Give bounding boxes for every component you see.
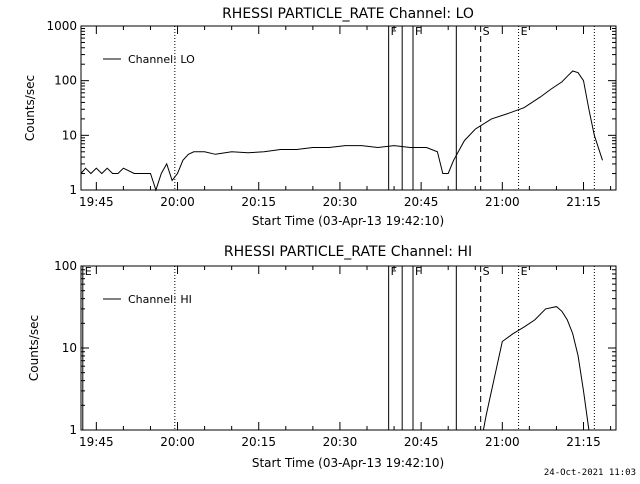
legend-label: Channel: HI (128, 293, 192, 306)
event-marker-label: F (415, 265, 421, 278)
event-marker-label: E (85, 265, 92, 278)
x-tick-label: 20:30 (323, 195, 358, 209)
x-tick-label: 20:15 (241, 435, 276, 449)
x-tick-label: 20:00 (160, 435, 195, 449)
legend: Channel: LO (103, 53, 195, 66)
event-marker-label: F (415, 25, 421, 38)
event-marker-label: S (483, 265, 490, 278)
plot-frame (80, 25, 617, 191)
print-timestamp: 24-Oct-2021 11:03 (543, 468, 636, 478)
series-line (482, 306, 590, 431)
panel-hi: RHESSI PARTICLE_RATE Channel: HI Counts/… (27, 244, 617, 470)
y-tick-label: 100 (54, 74, 77, 88)
y-tick-label: 100 (54, 259, 77, 273)
event-marker-label: E (521, 25, 528, 38)
x-tick-label: 19:45 (79, 435, 114, 449)
y-axis-label: Counts/sec (27, 315, 41, 381)
event-marker-label: F (391, 25, 397, 38)
chart-title: RHESSI PARTICLE_RATE Channel: LO (222, 6, 474, 22)
y-tick-label: 10 (62, 341, 77, 355)
chart-title: RHESSI PARTICLE_RATE Channel: HI (224, 244, 472, 260)
x-tick-label: 19:45 (79, 195, 114, 209)
x-axis-label: Start Time (03-Apr-13 19:42:10) (252, 456, 444, 470)
legend-label: Channel: LO (128, 53, 195, 66)
y-tick-label: 1 (69, 423, 77, 437)
event-marker-label: E (521, 265, 528, 278)
x-tick-label: 20:45 (404, 195, 439, 209)
x-tick-label: 21:00 (485, 435, 520, 449)
x-tick-label: 20:15 (241, 195, 276, 209)
y-tick-label: 1 (69, 183, 77, 197)
x-tick-label: 20:30 (323, 435, 358, 449)
series-line (80, 70, 603, 192)
x-tick-label: 21:15 (566, 195, 601, 209)
y-tick-label: 10 (62, 128, 77, 142)
x-tick-label: 20:00 (160, 195, 195, 209)
event-marker-label: F (391, 265, 397, 278)
x-tick-label: 21:15 (566, 435, 601, 449)
x-axis-label: Start Time (03-Apr-13 19:42:10) (252, 214, 444, 228)
y-axis-label: Counts/sec (23, 75, 37, 141)
panel-lo: RHESSI PARTICLE_RATE Channel: LO Counts/… (23, 6, 617, 228)
plot-frame (80, 265, 617, 431)
x-tick-label: 21:00 (485, 195, 520, 209)
legend: Channel: HI (103, 293, 192, 306)
event-marker-label: S (483, 25, 490, 38)
x-tick-label: 20:45 (404, 435, 439, 449)
y-tick-label: 1000 (46, 19, 77, 33)
